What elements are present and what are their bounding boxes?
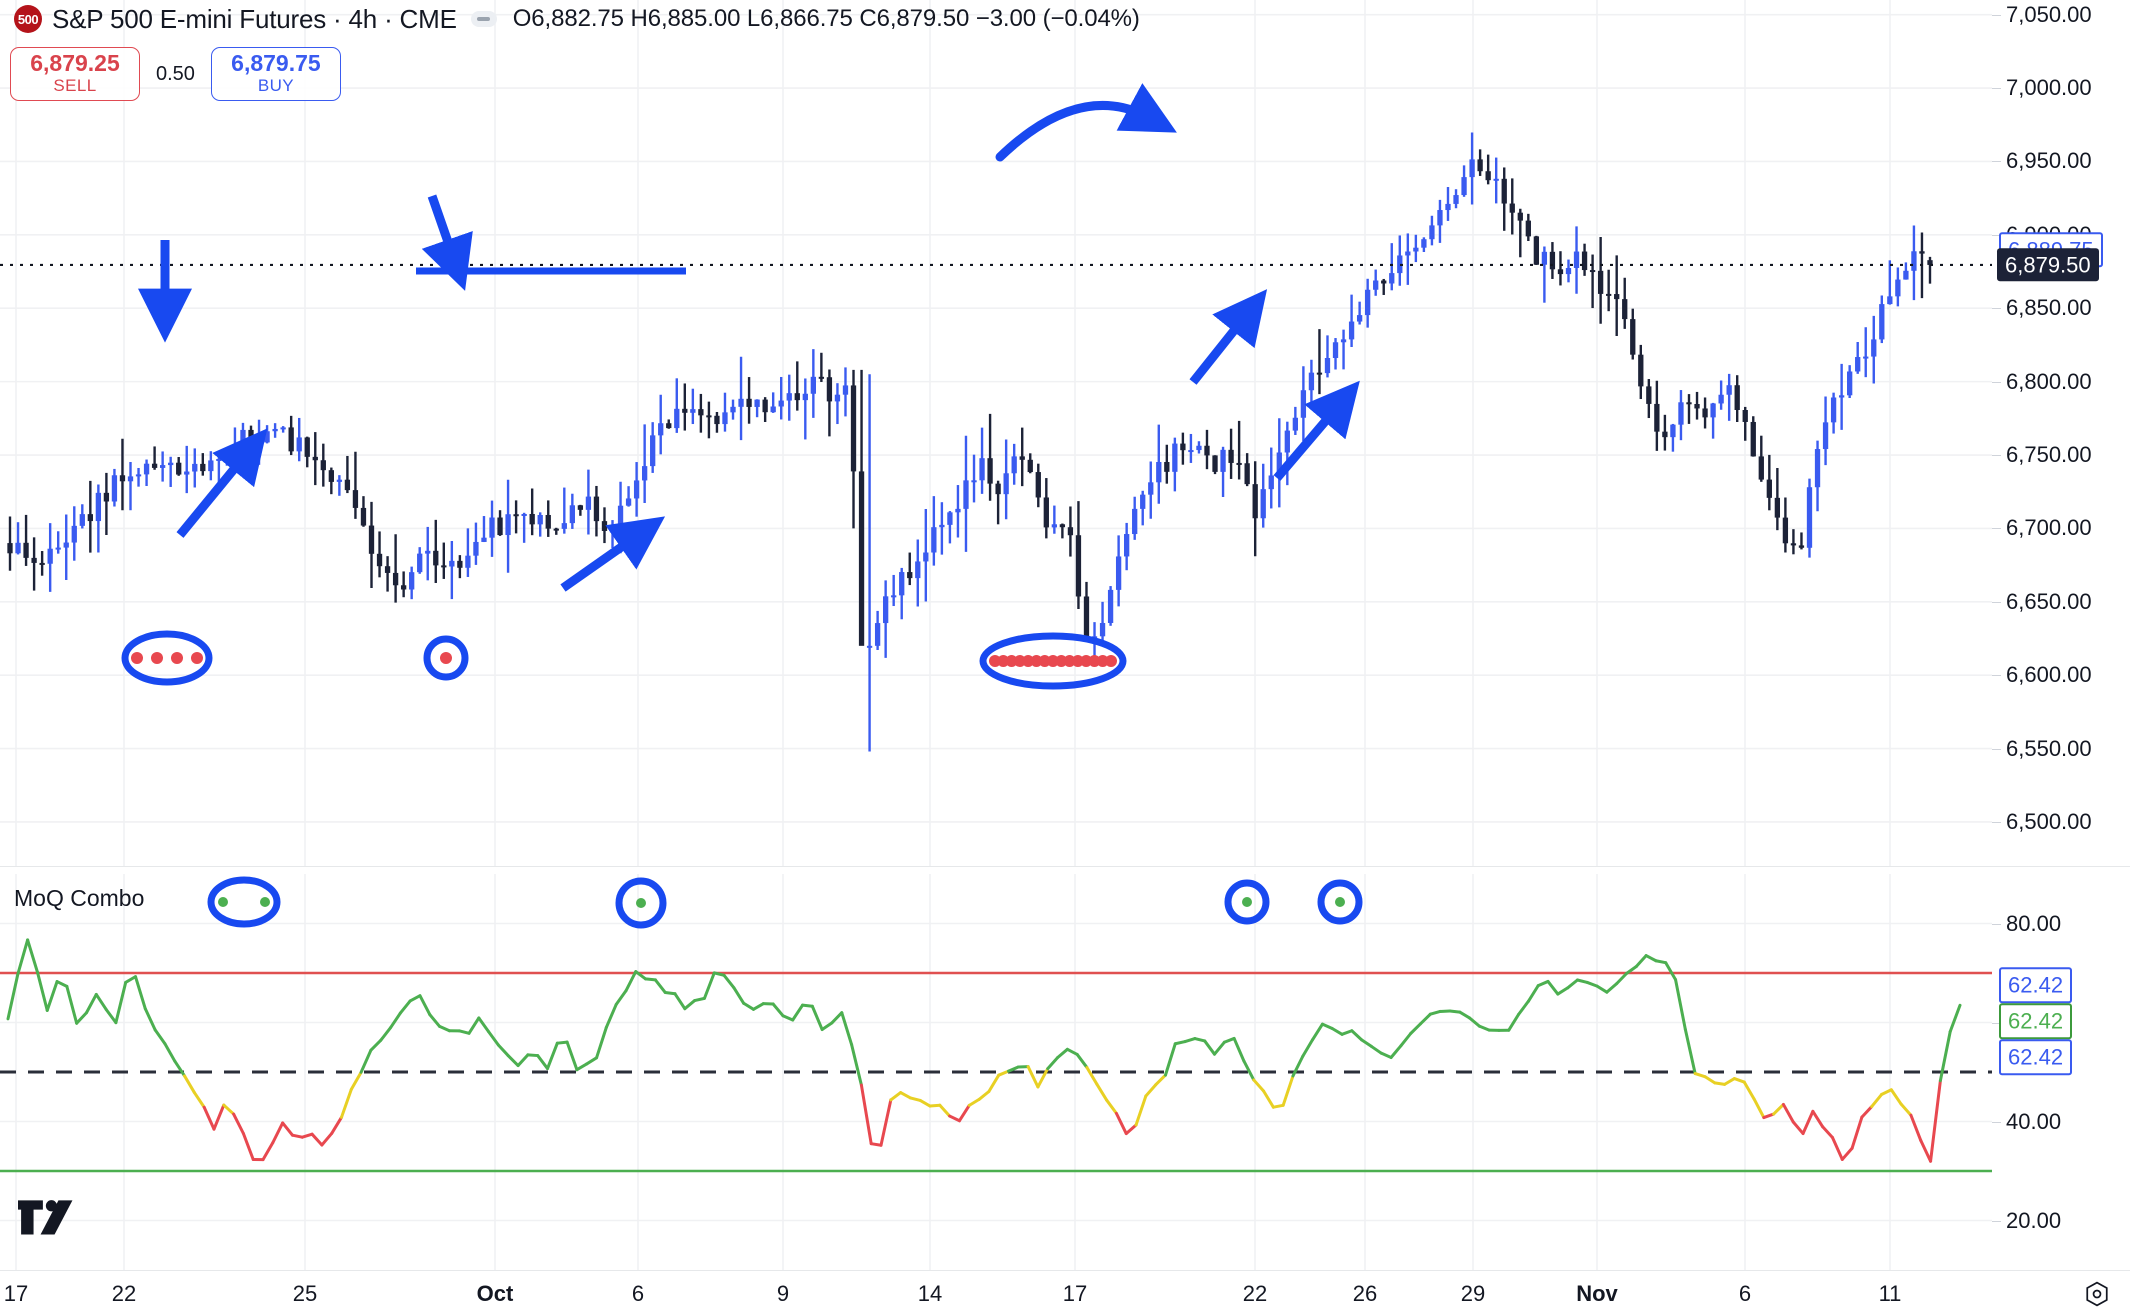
down-arrow-2 (421, 194, 473, 291)
up-arrow-2 (560, 516, 666, 592)
last-price-badge[interactable]: 6,879.50 (1997, 248, 2099, 282)
sell-price: 6,879.25 (30, 50, 120, 77)
indicator-axis-tick (1992, 1121, 2001, 1123)
buy-label: BUY (257, 76, 295, 96)
time-axis-label: 9 (776, 1281, 790, 1306)
pane-separator[interactable] (0, 866, 2130, 867)
price-axis-tick (1992, 88, 2001, 90)
indicator-axis-label: 20.00 (2006, 1207, 2062, 1233)
crosshair-settings-icon[interactable] (2084, 1281, 2110, 1307)
time-axis-label: 17 (1062, 1281, 1088, 1306)
price-axis-tick (1992, 14, 2001, 16)
sell-label: SELL (53, 76, 97, 96)
price-axis-label: 6,500.00 (2006, 808, 2092, 834)
reversal-arrow (995, 83, 1177, 162)
tradingview-logo[interactable] (18, 1196, 74, 1242)
price-axis-tick (1992, 381, 2001, 383)
price-axis-label: 6,600.00 (2006, 662, 2092, 688)
time-axis-label: 25 (292, 1281, 318, 1306)
price-axis-label: 6,700.00 (2006, 515, 2092, 541)
time-axis-label: 14 (917, 1281, 943, 1306)
indicator-axis-tick (1992, 1022, 2001, 1024)
price-axis-tick (1992, 528, 2001, 530)
indicator-value-badge[interactable]: 62.42 (1999, 967, 2073, 1003)
indicator-axis-label: 40.00 (2006, 1108, 2062, 1134)
time-axis-label: 22 (1242, 1281, 1268, 1306)
price-axis-tick (1992, 748, 2001, 750)
price-axis-label: 6,650.00 (2006, 588, 2092, 614)
order-entry-widget: 6,879.25 SELL 0.50 6,879.75 BUY (10, 46, 341, 102)
buy-price: 6,879.75 (231, 50, 321, 77)
price-chart-canvas[interactable] (0, 0, 1992, 866)
spread-value: 0.50 (156, 62, 195, 85)
time-axis-label: 22 (111, 1281, 137, 1306)
indicator-value-badge[interactable]: 62.42 (1999, 1003, 2073, 1039)
indicator-axis-tick (1992, 923, 2001, 925)
up-arrow-1 (176, 428, 268, 538)
price-pane[interactable] (0, 0, 1992, 866)
price-axis-tick (1992, 161, 2001, 163)
time-axis[interactable]: 17 22 25 Oct 6 9 14 17 22 26 29 Nov 6 11 (0, 1270, 2130, 1312)
price-axis-tick (1992, 455, 2001, 457)
price-axis-label: 6,750.00 (2006, 442, 2092, 468)
price-axis-label: 6,850.00 (2006, 295, 2092, 321)
price-axis-tick (1992, 234, 2001, 236)
price-axis-label: 6,800.00 (2006, 368, 2092, 394)
time-axis-label: 17 (3, 1281, 29, 1306)
indicator-pane[interactable] (0, 874, 1992, 1270)
price-axis-label: 6,550.00 (2006, 735, 2092, 761)
indicator-axis-label: 80.00 (2006, 910, 2062, 936)
up-arrow-4 (1273, 380, 1360, 481)
time-axis-label: Oct (476, 1281, 514, 1306)
oscillator-series (6, 938, 1962, 1163)
price-axis-tick (1992, 675, 2001, 677)
indicator-axis-tick (1992, 1220, 2001, 1222)
candle-series (7, 132, 1933, 752)
indicator-chart-canvas[interactable] (0, 874, 1992, 1270)
time-axis-label: 6 (1738, 1281, 1752, 1306)
time-axis-label: Nov (1576, 1281, 1618, 1306)
price-axis-tick (1992, 308, 2001, 310)
price-axis-tick (1992, 601, 2001, 603)
price-axis-label: 7,000.00 (2006, 75, 2092, 101)
up-arrow-3 (1189, 289, 1268, 385)
indicator-title[interactable]: MoQ Combo (14, 885, 145, 911)
time-axis-label: 6 (631, 1281, 645, 1306)
buy-button[interactable]: 6,879.75 BUY (210, 47, 341, 101)
time-axis-label: 11 (1878, 1281, 1902, 1306)
price-axis[interactable]: 7,050.007,000.006,950.006,900.006,850.00… (1992, 0, 2130, 866)
time-axis-label: 26 (1352, 1281, 1378, 1306)
sell-button[interactable]: 6,879.25 SELL (10, 47, 140, 101)
price-axis-label: 7,050.00 (2006, 1, 2092, 27)
price-axis-tick (1992, 821, 2001, 823)
price-axis-label: 6,950.00 (2006, 148, 2092, 174)
indicator-value-badge[interactable]: 62.42 (1999, 1039, 2073, 1075)
time-axis-label: 29 (1460, 1281, 1486, 1306)
